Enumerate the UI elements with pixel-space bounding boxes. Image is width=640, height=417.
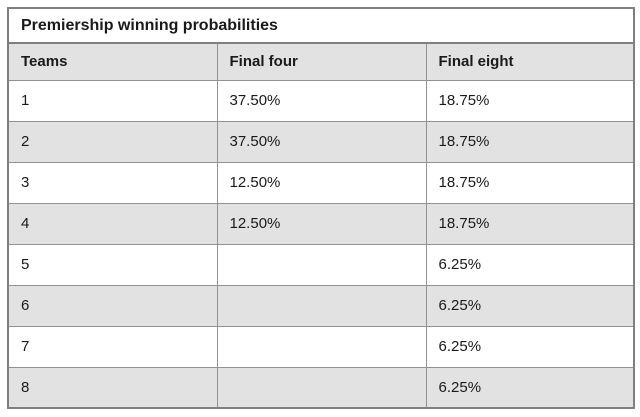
table-row: 2 37.50% 18.75%: [7, 120, 635, 163]
cell-final-four: 37.50%: [216, 79, 427, 122]
cell-team: 1: [7, 79, 218, 122]
cell-final-eight: 6.25%: [425, 243, 635, 286]
probability-table: Premiership winning probabilities Teams …: [7, 7, 635, 409]
table-row: 6 6.25%: [7, 284, 635, 327]
cell-team: 2: [7, 120, 218, 163]
cell-final-eight: 18.75%: [425, 161, 635, 204]
cell-team: 8: [7, 366, 218, 409]
col-header-final-four: Final four: [216, 42, 427, 81]
cell-final-four: 37.50%: [216, 120, 427, 163]
table-row: 3 12.50% 18.75%: [7, 161, 635, 204]
table-title-row: Premiership winning probabilities: [7, 7, 635, 44]
cell-team: 7: [7, 325, 218, 368]
table-header-row: Teams Final four Final eight: [7, 42, 635, 81]
table-title: Premiership winning probabilities: [7, 7, 635, 44]
table-row: 4 12.50% 18.75%: [7, 202, 635, 245]
table-row: 8 6.25%: [7, 366, 635, 409]
cell-team: 6: [7, 284, 218, 327]
cell-final-eight: 6.25%: [425, 284, 635, 327]
cell-final-four: 12.50%: [216, 202, 427, 245]
cell-final-eight: 6.25%: [425, 325, 635, 368]
table-row: 5 6.25%: [7, 243, 635, 286]
cell-final-eight: 18.75%: [425, 120, 635, 163]
cell-final-four: 12.50%: [216, 161, 427, 204]
col-header-teams: Teams: [7, 42, 218, 81]
cell-final-eight: 6.25%: [425, 366, 635, 409]
cell-final-eight: 18.75%: [425, 202, 635, 245]
cell-final-four: [216, 243, 427, 286]
table-row: 7 6.25%: [7, 325, 635, 368]
cell-final-four: [216, 284, 427, 327]
cell-final-four: [216, 325, 427, 368]
cell-final-four: [216, 366, 427, 409]
cell-team: 5: [7, 243, 218, 286]
probability-table-container: Premiership winning probabilities Teams …: [7, 7, 635, 409]
table-row: 1 37.50% 18.75%: [7, 79, 635, 122]
cell-team: 4: [7, 202, 218, 245]
cell-final-eight: 18.75%: [425, 79, 635, 122]
col-header-final-eight: Final eight: [425, 42, 635, 81]
cell-team: 3: [7, 161, 218, 204]
